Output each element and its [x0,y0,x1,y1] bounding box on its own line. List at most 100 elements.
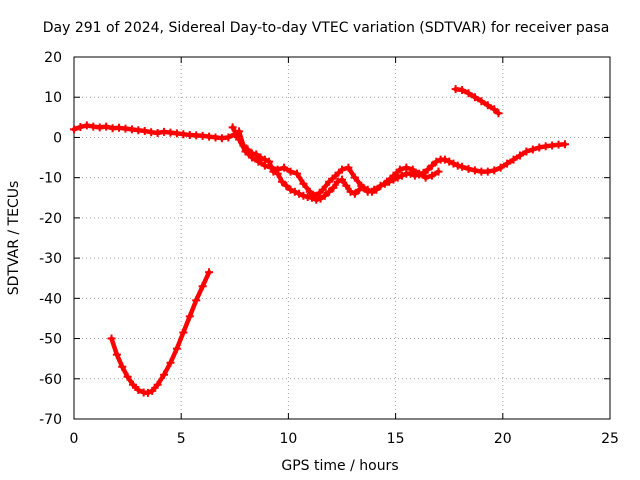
data-point [449,159,458,168]
data-point [350,173,359,182]
data-point [496,163,505,172]
x-tick-label: 20 [494,431,512,447]
data-point [376,181,385,190]
data-point [166,358,175,367]
data-point [305,187,314,196]
data-point [118,362,127,371]
chart-title: Day 291 of 2024, Sidereal Day-to-day VTE… [43,20,610,36]
data-point [483,101,492,110]
data-point [560,140,569,149]
data-point [265,157,274,166]
data-point [338,175,346,184]
data-point [320,191,329,200]
data-point [82,121,91,130]
grid [74,57,610,419]
data-point [318,185,327,194]
y-tick-label: -40 [39,291,62,307]
data-point [192,296,201,305]
data-point [273,165,282,174]
data-point [338,165,346,174]
x-tick-label: 0 [70,431,79,447]
data-point [277,177,286,186]
x-tick-label: 25 [601,431,619,447]
data-point [515,151,524,160]
data-point [470,166,479,175]
data-point [70,125,78,134]
data-point [260,161,269,170]
data-point [503,159,512,168]
data-point [434,167,443,176]
data-point [286,167,295,176]
x-axis-label: GPS time / hours [281,458,398,474]
data-point [148,386,157,395]
x-tick-label: 15 [387,431,405,447]
data-point [123,372,132,381]
data-point [179,328,188,337]
data-point [325,177,334,186]
data-point [522,147,531,156]
data-point [292,169,301,178]
data-point [453,161,462,170]
data-point [445,157,454,166]
data-point [224,133,233,142]
data-point [350,189,359,198]
data-point [205,268,214,277]
data-point [402,163,411,172]
data-point [198,282,207,291]
data-point [355,185,364,194]
data-point [398,171,407,180]
data-point [290,187,299,196]
y-tick-label: -70 [39,412,62,428]
data-point [107,334,116,343]
data-point [252,150,261,159]
y-tick-label: 0 [53,130,62,146]
data-point [344,163,353,172]
y-tick-label: 10 [44,90,62,106]
data-point [160,370,169,379]
data-point [134,386,143,395]
data-point [432,157,441,166]
data-point [254,157,263,166]
axis-ticks: 0 5 10 15 20 25 -70 -60 -50 -40 -30 -20 -10 0 10 20 [39,50,619,447]
series-group [70,85,569,397]
y-axis-label: SDTVAR / TECUs [6,181,22,296]
data-point [76,122,85,131]
data-point [102,122,111,131]
data-point [185,312,194,321]
data-point [342,181,351,190]
x-tick-label: 5 [177,431,186,447]
data-point [286,185,295,194]
data-point [490,105,499,114]
series-arc-early-dip [107,268,214,397]
data-point [267,163,276,172]
data-point [440,155,449,164]
data-point [509,155,518,164]
data-point [280,163,289,172]
data-point [363,187,372,196]
data-point [477,97,486,106]
series-arc-late-rising [451,85,503,118]
data-point [172,344,181,353]
y-tick-label: -50 [39,332,62,348]
data-point [247,153,256,162]
series-line [71,123,568,203]
series-arc-cluster-9-10 [228,123,379,200]
data-point [282,181,291,190]
data-point [325,187,334,196]
data-point [153,380,162,389]
data-point [299,179,308,188]
data-point [470,93,479,102]
data-point [346,187,355,196]
data-point [458,162,467,171]
data-point [483,167,492,176]
data-point [389,171,398,180]
data-point [112,350,121,359]
plot-frame [73,56,611,420]
data-point [428,171,437,180]
data-point [415,169,424,178]
data-point [331,171,340,180]
data-point [528,145,537,154]
data-point [153,129,162,138]
data-point [395,165,404,174]
